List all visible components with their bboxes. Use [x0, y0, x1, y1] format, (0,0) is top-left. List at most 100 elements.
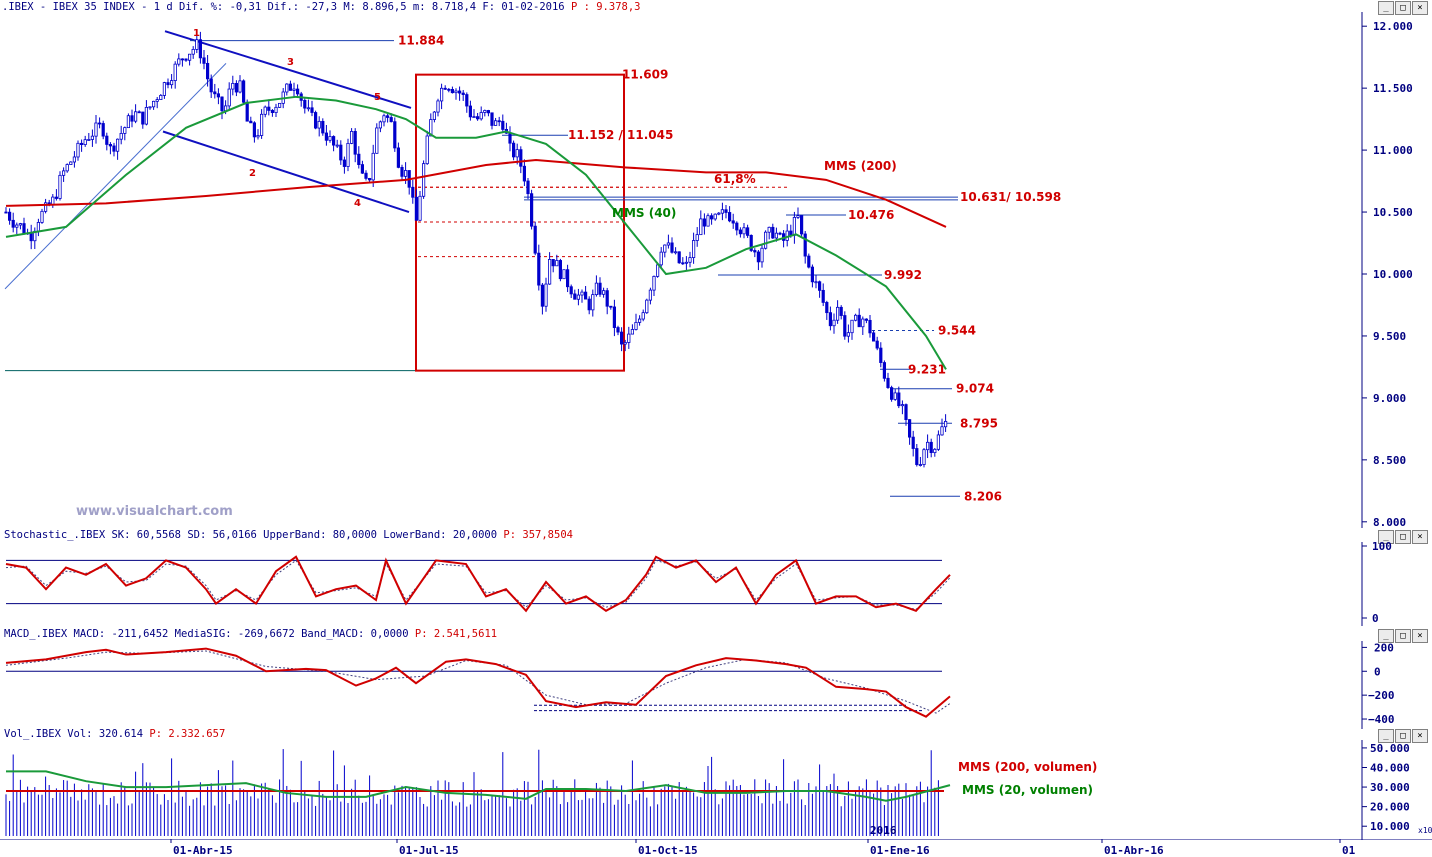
price-candle-body: [767, 226, 771, 233]
vol-mms200-label: MMS (200, volumen): [958, 760, 1097, 774]
price-candle-body: [285, 83, 289, 93]
price-candle-body: [760, 247, 764, 263]
price-candle-body: [616, 327, 620, 333]
price-candle-body: [566, 269, 570, 288]
level-label: 11.884: [398, 34, 444, 48]
price-candle-body: [818, 281, 822, 291]
price-candle-body: [706, 215, 710, 227]
price-candle-body: [670, 242, 674, 253]
price-candle-body: [875, 340, 879, 349]
price-candle-body: [166, 82, 170, 86]
stoch-close-button[interactable]: ×: [1412, 530, 1428, 544]
price-candle-body: [360, 164, 365, 174]
price-candle-body: [375, 127, 379, 154]
price-candle-body: [454, 90, 458, 94]
price-candle-body: [602, 290, 606, 295]
price-candle-body: [382, 115, 386, 123]
level-label: 9.074: [956, 382, 994, 396]
stoch-minimize-button[interactable]: _: [1378, 530, 1394, 544]
price-y-tick-label: 9.500: [1373, 330, 1406, 343]
price-candle-body: [447, 88, 451, 91]
minimize-button[interactable]: _: [1378, 1, 1394, 15]
price-candle-body: [40, 210, 44, 223]
date-tick-label: 01-Abr-16: [1104, 844, 1164, 857]
price-candle-body: [324, 132, 329, 141]
level-label: 10.631/ 10.598: [960, 190, 1061, 204]
price-candle-body: [864, 318, 869, 321]
price-candle-body: [177, 58, 181, 65]
price-candle-body: [821, 289, 825, 303]
price-candle-body: [810, 266, 815, 283]
watermark: www.visualchart.com: [76, 504, 233, 519]
price-candle-body: [288, 83, 293, 91]
price-candle-body: [227, 88, 231, 107]
restore-button[interactable]: □: [1395, 1, 1411, 15]
price-candle-body: [310, 107, 314, 113]
price-candle-body: [169, 80, 174, 86]
price-candle-body: [349, 131, 354, 144]
price-candle-body: [666, 242, 671, 246]
price-candle-body: [911, 436, 915, 449]
price-candle-body: [270, 110, 275, 113]
price-candle-body: [112, 145, 116, 152]
vol-y-tick-label: 40.000: [1370, 761, 1410, 774]
price-candle-body: [630, 329, 635, 335]
vol-mms20-label: MMS (20, volumen): [962, 783, 1093, 797]
price-candle-body: [746, 227, 750, 236]
vol-multiplier: x10: [1418, 826, 1432, 835]
price-candle-body: [890, 387, 894, 400]
price-candle-body: [904, 404, 908, 420]
price-candle-body: [663, 244, 667, 253]
stoch-restore-button[interactable]: □: [1395, 530, 1411, 544]
stoch-y-tick-label: 0: [1372, 612, 1379, 625]
price-candle-body: [796, 215, 800, 218]
macd-minimize-button[interactable]: _: [1378, 629, 1394, 643]
price-candle-body: [378, 121, 383, 129]
price-candle-body: [443, 87, 447, 90]
price-candle-body: [29, 232, 33, 242]
vol-restore-button[interactable]: □: [1395, 729, 1411, 743]
vol-minimize-button[interactable]: _: [1378, 729, 1394, 743]
uptrend-line: [4, 63, 227, 290]
price-candle-body: [569, 286, 573, 295]
price-candle-body: [749, 234, 753, 251]
price-candle-body: [940, 426, 944, 436]
price-candle-body: [846, 332, 851, 337]
price-candle-body: [335, 144, 339, 147]
price-candle-body: [252, 122, 256, 138]
price-candle-body: [742, 227, 746, 235]
price-candle-body: [886, 377, 890, 388]
main-header-p: P : 9.378,3: [570, 1, 641, 13]
price-candle-body: [259, 113, 264, 136]
date-tick-label: 01-Ene-16: [870, 844, 930, 857]
close-button[interactable]: ×: [1412, 1, 1428, 15]
wave-label-1: 1: [193, 28, 200, 39]
price-candle-body: [44, 202, 48, 212]
price-candle-body: [501, 120, 505, 130]
price-candle-body: [396, 147, 401, 168]
price-candle-body: [303, 99, 307, 109]
price-chart: 11.884 11.609 11.152 / 11.045 10.631/ 10.59…: [4, 12, 1413, 529]
price-candle-body: [933, 448, 937, 454]
price-candle-body: [929, 441, 933, 454]
price-candle-body: [353, 131, 357, 155]
retracement-box: [415, 73, 625, 372]
macd-restore-button[interactable]: □: [1395, 629, 1411, 643]
price-candle-body: [468, 105, 473, 118]
price-candle-body: [688, 257, 692, 263]
macd-close-button[interactable]: ×: [1412, 629, 1428, 643]
vol-close-button[interactable]: ×: [1412, 729, 1428, 743]
price-candle-body: [623, 342, 627, 345]
wave-label-4: 4: [354, 198, 361, 209]
price-candle-body: [544, 283, 548, 307]
price-candle-body: [551, 259, 555, 267]
date-tick-label: 01: [1342, 844, 1356, 857]
price-y-tick-label: 12.000: [1373, 20, 1413, 33]
price-candle-body: [584, 291, 588, 300]
vol-pane-header: Vol_.IBEX Vol: 320.614 P: 2.332.657: [4, 727, 225, 741]
price-candle-body: [738, 229, 743, 235]
price-candle-body: [263, 106, 267, 115]
price-candle-body: [292, 88, 296, 91]
price-candle-body: [555, 260, 559, 267]
price-candle-body: [346, 142, 350, 167]
